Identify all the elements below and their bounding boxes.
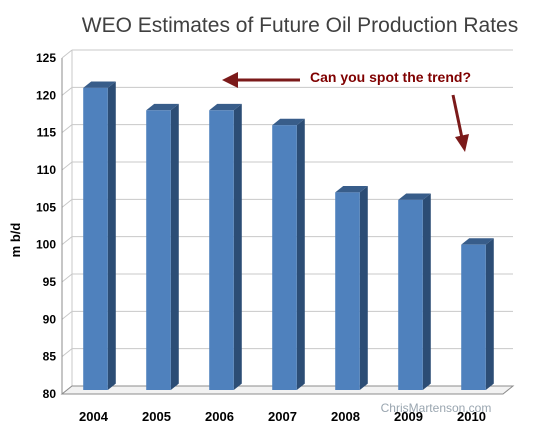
bars-layer	[83, 81, 494, 391]
bar-front	[335, 192, 360, 390]
bar-side	[233, 103, 242, 390]
x-tick-label: 2010	[457, 409, 486, 424]
x-tick-label: 2004	[79, 409, 109, 424]
gridline-depth	[61, 86, 73, 96]
x-tick-label: 2006	[205, 409, 234, 424]
gridline-depth	[61, 273, 73, 283]
y-tick-label: 85	[43, 350, 57, 364]
bar	[146, 103, 179, 391]
y-axis-title: m b/d	[8, 223, 23, 258]
watermark-text: ChrisMartenson.com	[381, 401, 492, 415]
bar-front	[398, 199, 423, 390]
bar-top	[209, 103, 242, 111]
bar	[272, 118, 305, 391]
annotation-text: Can you spot the trend?	[310, 69, 471, 85]
gridline-depth	[61, 348, 73, 358]
y-tick-label: 120	[36, 88, 56, 102]
gridline-depth	[61, 198, 73, 208]
bar-top	[461, 238, 494, 245]
y-tick-label: 90	[43, 312, 57, 326]
gridline-depth	[61, 49, 73, 59]
bar-front	[83, 87, 108, 390]
bar	[83, 81, 116, 390]
chart-title: WEO Estimates of Future Oil Production R…	[82, 14, 519, 37]
bar-top	[146, 103, 179, 111]
gridline-depth	[61, 124, 73, 134]
x-tick-label: 2007	[268, 409, 297, 424]
bar-side	[170, 103, 179, 390]
bar	[209, 103, 242, 391]
bar-side	[359, 186, 368, 390]
bar-side	[422, 193, 431, 390]
x-tick-label: 2005	[142, 409, 171, 424]
bar-front	[209, 110, 234, 391]
bar	[398, 193, 431, 390]
bar-top	[83, 81, 116, 88]
down-arrow-icon	[451, 94, 469, 152]
bar-front	[146, 110, 171, 391]
bar	[335, 186, 368, 390]
bar-side	[107, 81, 116, 390]
gridline-depth	[61, 310, 73, 320]
x-tick-label: 2008	[331, 409, 360, 424]
gridline-depth	[61, 161, 73, 171]
bar-side	[485, 238, 494, 390]
y-tick-label: 110	[37, 163, 57, 177]
bar-top	[335, 186, 368, 193]
left-arrow-icon	[222, 72, 300, 88]
y-tick-label: 80	[43, 387, 57, 401]
y-tick-label: 95	[43, 275, 57, 289]
bar-front	[461, 244, 486, 390]
y-tick-label: 105	[36, 200, 56, 214]
labels-layer: 80 85 90 95 100 105 110 115 120 125 2004 2005 2006 20…	[36, 51, 486, 424]
bar-top	[272, 118, 305, 126]
y-tick-label: 125	[36, 51, 56, 65]
y-tick-label: 115	[37, 126, 57, 140]
bar-front	[272, 125, 297, 390]
x-tick-label: 2009	[394, 409, 423, 424]
bar-side	[296, 118, 305, 391]
bar	[461, 238, 494, 390]
y-tick-label: 100	[36, 238, 56, 252]
gridline-depth	[61, 236, 73, 246]
bar-top	[398, 193, 431, 200]
